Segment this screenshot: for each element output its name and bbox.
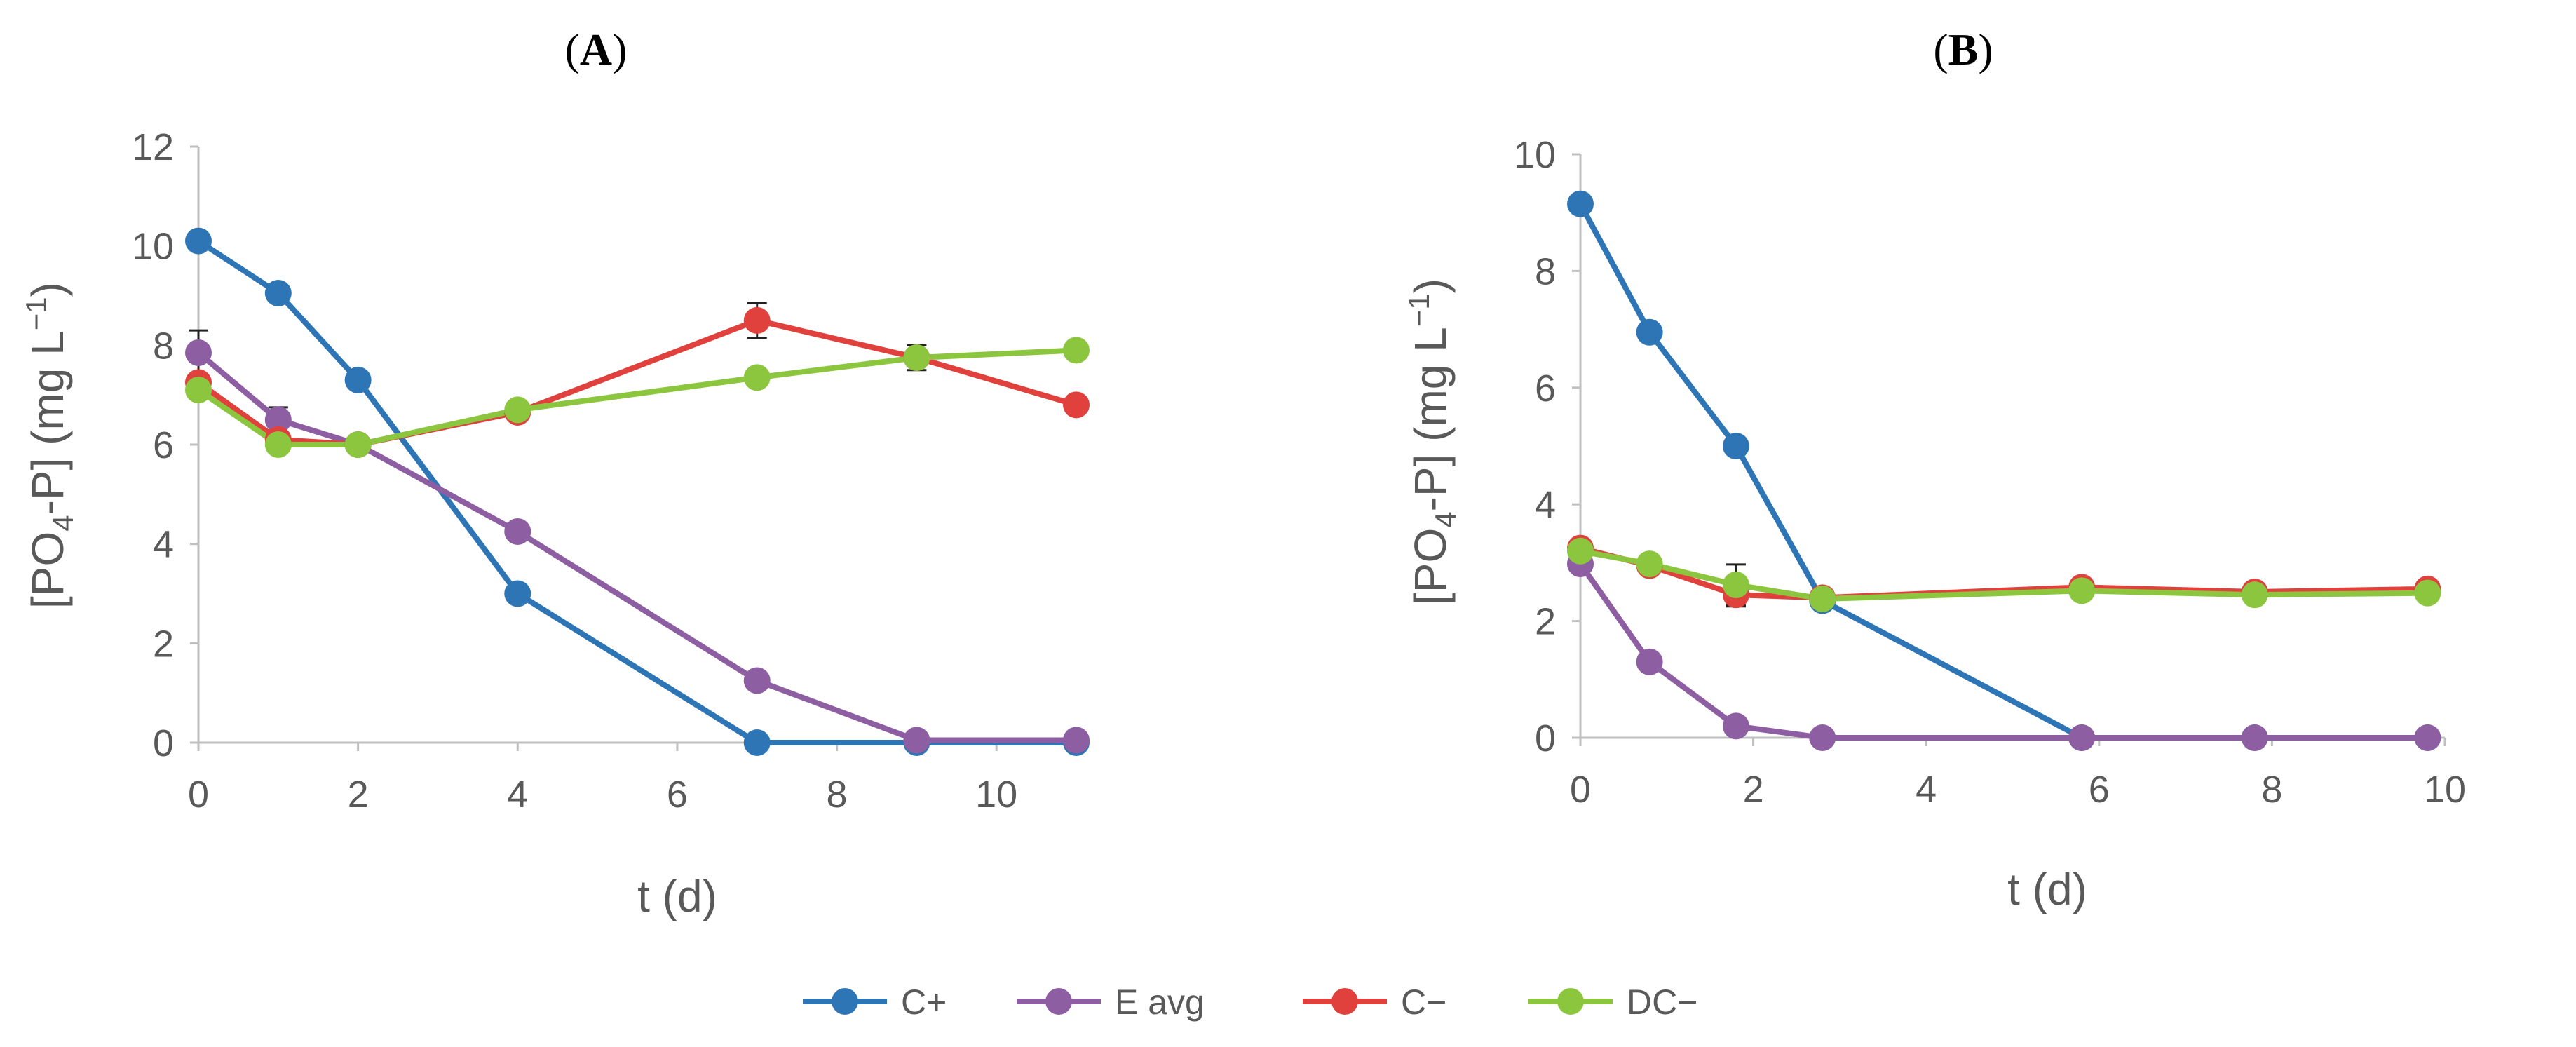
- panel-a-y-tick-label: 12: [132, 126, 174, 168]
- panel-a-y-tick-label: 10: [132, 226, 174, 268]
- panel-b-point-dc_minus: [1636, 550, 1663, 578]
- panel-b-x-tick-label: 0: [1570, 769, 1591, 811]
- panel-b-y-tick-label: 0: [1535, 717, 1556, 759]
- panel-a-point-dc_minus: [185, 377, 212, 404]
- legend-marker-e_avg: [1045, 988, 1072, 1015]
- panel-b-point-c_plus: [1567, 190, 1594, 217]
- panel-b-point-e_avg: [2241, 724, 2268, 751]
- panel-a-point-c_plus: [743, 729, 771, 756]
- panel-a-point-dc_minus: [743, 364, 771, 391]
- panel-b-ylabel: [PO4-P] (mg L−1): [1402, 278, 1462, 605]
- panel-b-point-dc_minus: [2414, 579, 2441, 607]
- panel-b-x-tick-label: 6: [2089, 769, 2110, 811]
- legend-label-c_minus: C−: [1401, 982, 1446, 1022]
- panel-b-plot: 0 2 4 6 8 10 0 2 4 6 8 10: [1514, 134, 2466, 811]
- panel-a-point-e_avg: [1063, 727, 1090, 754]
- panel-b-point-e_avg: [2414, 724, 2441, 751]
- panel-b-x-tick-label: 2: [1743, 769, 1764, 811]
- panel-a-y-tick-label: 4: [153, 524, 174, 566]
- panel-a-x-tick-label: 10: [975, 774, 1017, 816]
- panel-b-series-line-dc_minus: [1580, 548, 2428, 602]
- panel-a-x-tick-label: 2: [348, 774, 369, 816]
- panel-a-series-line-c_plus: [196, 238, 1076, 745]
- legend-item-c_minus: C−: [1303, 982, 1446, 1022]
- legend-marker-dc_minus: [1557, 988, 1584, 1015]
- panel-b-xlabel: t (d): [2007, 864, 2087, 914]
- panel-a-point-e_avg: [185, 339, 212, 366]
- panel-a-point-dc_minus: [264, 431, 292, 458]
- legend-label-e_avg: E avg: [1115, 982, 1205, 1022]
- legend: C+ E avg C− DC−: [803, 982, 1697, 1022]
- panel-a-title: (A): [565, 25, 628, 74]
- panel-b-point-dc_minus: [1809, 585, 1836, 612]
- panel-a-point-c_plus: [264, 279, 292, 306]
- panel-b-y-tick-label: 2: [1535, 601, 1556, 643]
- panel-a-x-tick-label: 0: [188, 774, 209, 816]
- legend-marker-c_plus: [832, 988, 858, 1015]
- panel-b-series-line-c_plus: [1578, 202, 2428, 741]
- panel-a-point-dc_minus: [504, 396, 531, 424]
- panel-a-point-dc_minus: [344, 431, 372, 458]
- legend-item-dc_minus: DC−: [1528, 982, 1697, 1022]
- panel-b-x-tick-label: 10: [2424, 769, 2466, 811]
- panel-a-x-tick-label: 4: [507, 774, 528, 816]
- panel-b-point-e_avg: [2068, 724, 2096, 751]
- panel-a-point-c_plus: [344, 366, 372, 393]
- panel-b-x-tick-label: 8: [2261, 769, 2282, 811]
- panel-a-point-dc_minus: [1063, 337, 1090, 364]
- panel-b-title: (B): [1933, 25, 1993, 74]
- panel-a-series-line-c_minus: [196, 317, 1078, 447]
- panel-b-point-c_plus: [1722, 433, 1749, 459]
- panel-b-point-c_plus: [1636, 318, 1663, 346]
- legend-label-c_plus: C+: [901, 982, 947, 1022]
- legend-label-dc_minus: DC−: [1627, 982, 1697, 1022]
- panel-a-y-tick-label: 6: [153, 424, 174, 466]
- panel-b-point-e_avg: [1809, 724, 1836, 751]
- panel-a-xlabel: t (d): [637, 871, 717, 921]
- panel-a-y-tick-label: 2: [153, 623, 174, 665]
- legend-item-e_avg: E avg: [1017, 982, 1205, 1022]
- panel-b-point-dc_minus: [2068, 577, 2096, 604]
- panel-a-ylabel: [PO4-P] (mg L−1): [20, 282, 79, 609]
- panel-a-y-tick-label: 8: [153, 325, 174, 367]
- panel-a-point-c_plus: [185, 227, 212, 255]
- panel-a-y-tick-label: 0: [153, 722, 174, 764]
- panel-a-point-c_minus: [743, 306, 771, 334]
- panel-b-x-tick-label: 4: [1916, 769, 1937, 811]
- panel-a-point-c_minus: [1063, 391, 1090, 419]
- panel-a-point-e_avg: [903, 727, 930, 754]
- panel-b-point-e_avg: [1722, 712, 1749, 740]
- legend-item-c_plus: C+: [803, 982, 947, 1022]
- panel-a-series-line-e_avg: [196, 350, 1076, 743]
- panel-b-series-line-c_minus: [1580, 545, 2428, 601]
- panel-a-point-e_avg: [264, 406, 292, 433]
- panel-b-y-tick-label: 4: [1535, 484, 1556, 526]
- panel-b-y-tick-label: 10: [1514, 134, 1556, 176]
- panel-a-point-c_plus: [504, 580, 531, 607]
- legend-marker-c_minus: [1331, 988, 1358, 1015]
- panel-a-point-e_avg: [743, 667, 771, 694]
- panel-b-y-tick-label: 6: [1535, 367, 1556, 410]
- panel-b-point-dc_minus: [1567, 537, 1594, 565]
- panel-b-y-tick-label: 8: [1535, 250, 1556, 292]
- panel-a-point-e_avg: [504, 518, 531, 545]
- panel-a-x-tick-label: 8: [827, 774, 848, 816]
- panel-a-plot: 0 2 4 6 8 10 12 0 2 4 6 8 10: [132, 126, 1090, 816]
- panel-a-point-dc_minus: [903, 344, 930, 372]
- panel-b-point-dc_minus: [2241, 581, 2268, 609]
- panel-b-point-dc_minus: [1722, 572, 1749, 599]
- panel-b-point-e_avg: [1636, 648, 1663, 675]
- panel-a-x-tick-label: 6: [667, 774, 688, 816]
